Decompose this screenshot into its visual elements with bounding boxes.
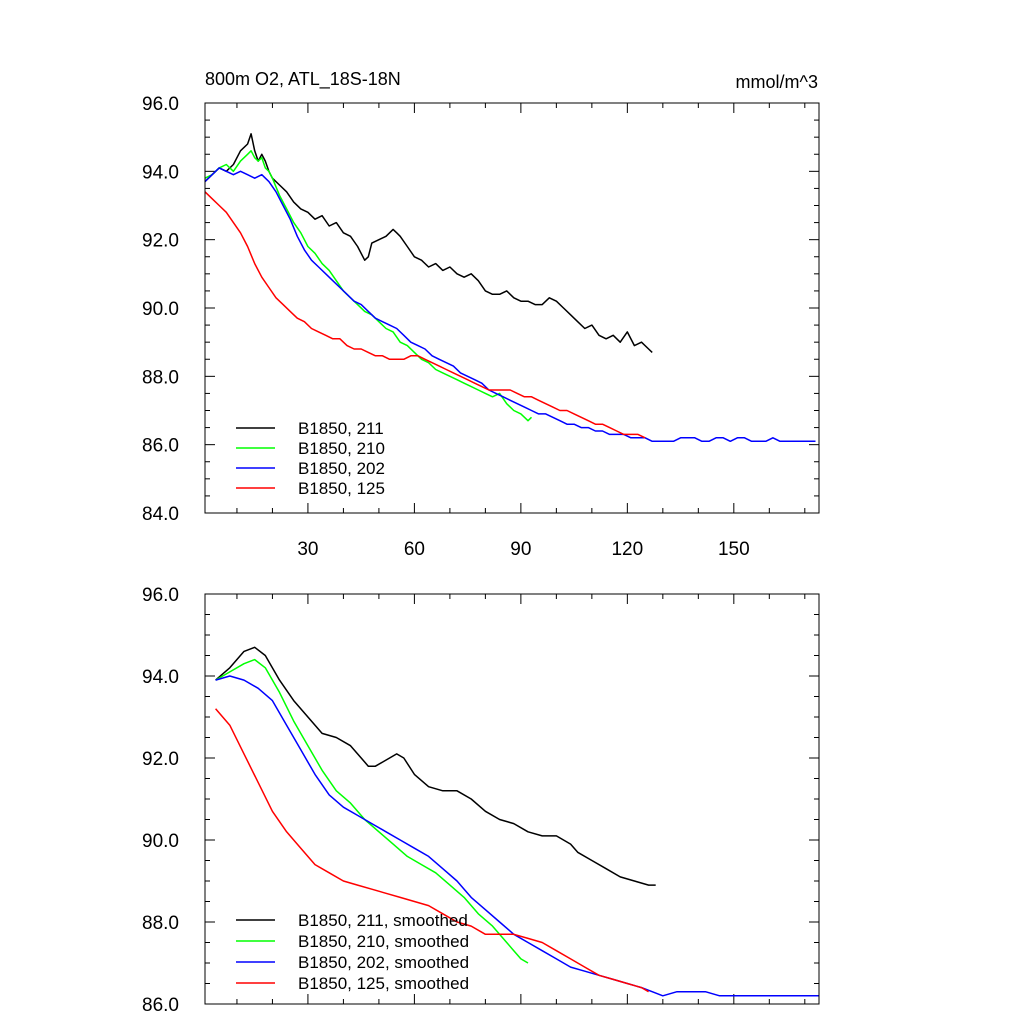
y-tick-label: 92.0 — [142, 749, 179, 770]
legend-label-1: B1850, 210 — [298, 439, 385, 458]
series-line-0 — [215, 646, 656, 886]
legend-label-3: B1850, 125 — [298, 479, 385, 498]
bottom-panel: 86.0 88.0 90.0 92.0 94.0 96.0 B1850, 211, smo… — [142, 585, 820, 1016]
bottom-panel-frame — [204, 593, 820, 1005]
legend-label-2: B1850, 202, smoothed — [298, 953, 469, 972]
legend-label-3: B1850, 125, smoothed — [298, 974, 469, 993]
y-tick-label: 94.0 — [142, 162, 179, 183]
x-tick-label: 90 — [510, 539, 531, 560]
series-line-2 — [215, 675, 819, 997]
x-tick-label: 120 — [611, 539, 643, 560]
legend-label-2: B1850, 202 — [298, 459, 385, 478]
y-tick-label: 96.0 — [142, 585, 179, 606]
bottom-panel-lines — [215, 646, 819, 997]
top-panel-lines — [204, 133, 816, 443]
top-panel-units: mmol/m^3 — [736, 72, 818, 92]
y-tick-label: 84.0 — [142, 504, 179, 525]
x-tick-label: 150 — [718, 539, 750, 560]
series-line-3 — [204, 191, 646, 439]
top-panel-ticks: 84.0 86.0 88.0 90.0 92.0 94.0 96.0 30 60 90 120 150 — [142, 94, 819, 560]
top-panel-frame — [204, 102, 820, 514]
top-panel-title: 800m O2, ATL_18S-18N — [205, 69, 401, 90]
y-tick-label: 86.0 — [142, 995, 179, 1016]
y-tick-label: 96.0 — [142, 94, 179, 115]
y-tick-label: 92.0 — [142, 231, 179, 252]
y-tick-label: 86.0 — [142, 436, 179, 457]
y-tick-label: 90.0 — [142, 299, 179, 320]
series-line-2 — [204, 167, 816, 443]
top-panel: 800m O2, ATL_18S-18N mmol/m^3 84.0 86.0 88… — [142, 69, 820, 560]
series-line-0 — [204, 133, 653, 353]
series-line-1 — [215, 658, 529, 964]
bottom-panel-ticks: 86.0 88.0 90.0 92.0 94.0 96.0 — [142, 585, 819, 1016]
legend-label-1: B1850, 210, smoothed — [298, 932, 469, 951]
series-line-1 — [204, 150, 533, 422]
legend-label-0: B1850, 211, smoothed — [298, 911, 468, 930]
bottom-panel-legend: B1850, 211, smoothed B1850, 210, smoothed… — [236, 911, 469, 993]
y-tick-label: 94.0 — [142, 667, 179, 688]
series-line-3 — [215, 708, 649, 993]
legend-label-0: B1850, 211 — [298, 419, 384, 438]
y-tick-label: 88.0 — [142, 367, 179, 388]
y-tick-label: 88.0 — [142, 913, 179, 934]
x-tick-label: 30 — [297, 539, 318, 560]
y-tick-label: 90.0 — [142, 831, 179, 852]
x-tick-label: 60 — [404, 539, 425, 560]
